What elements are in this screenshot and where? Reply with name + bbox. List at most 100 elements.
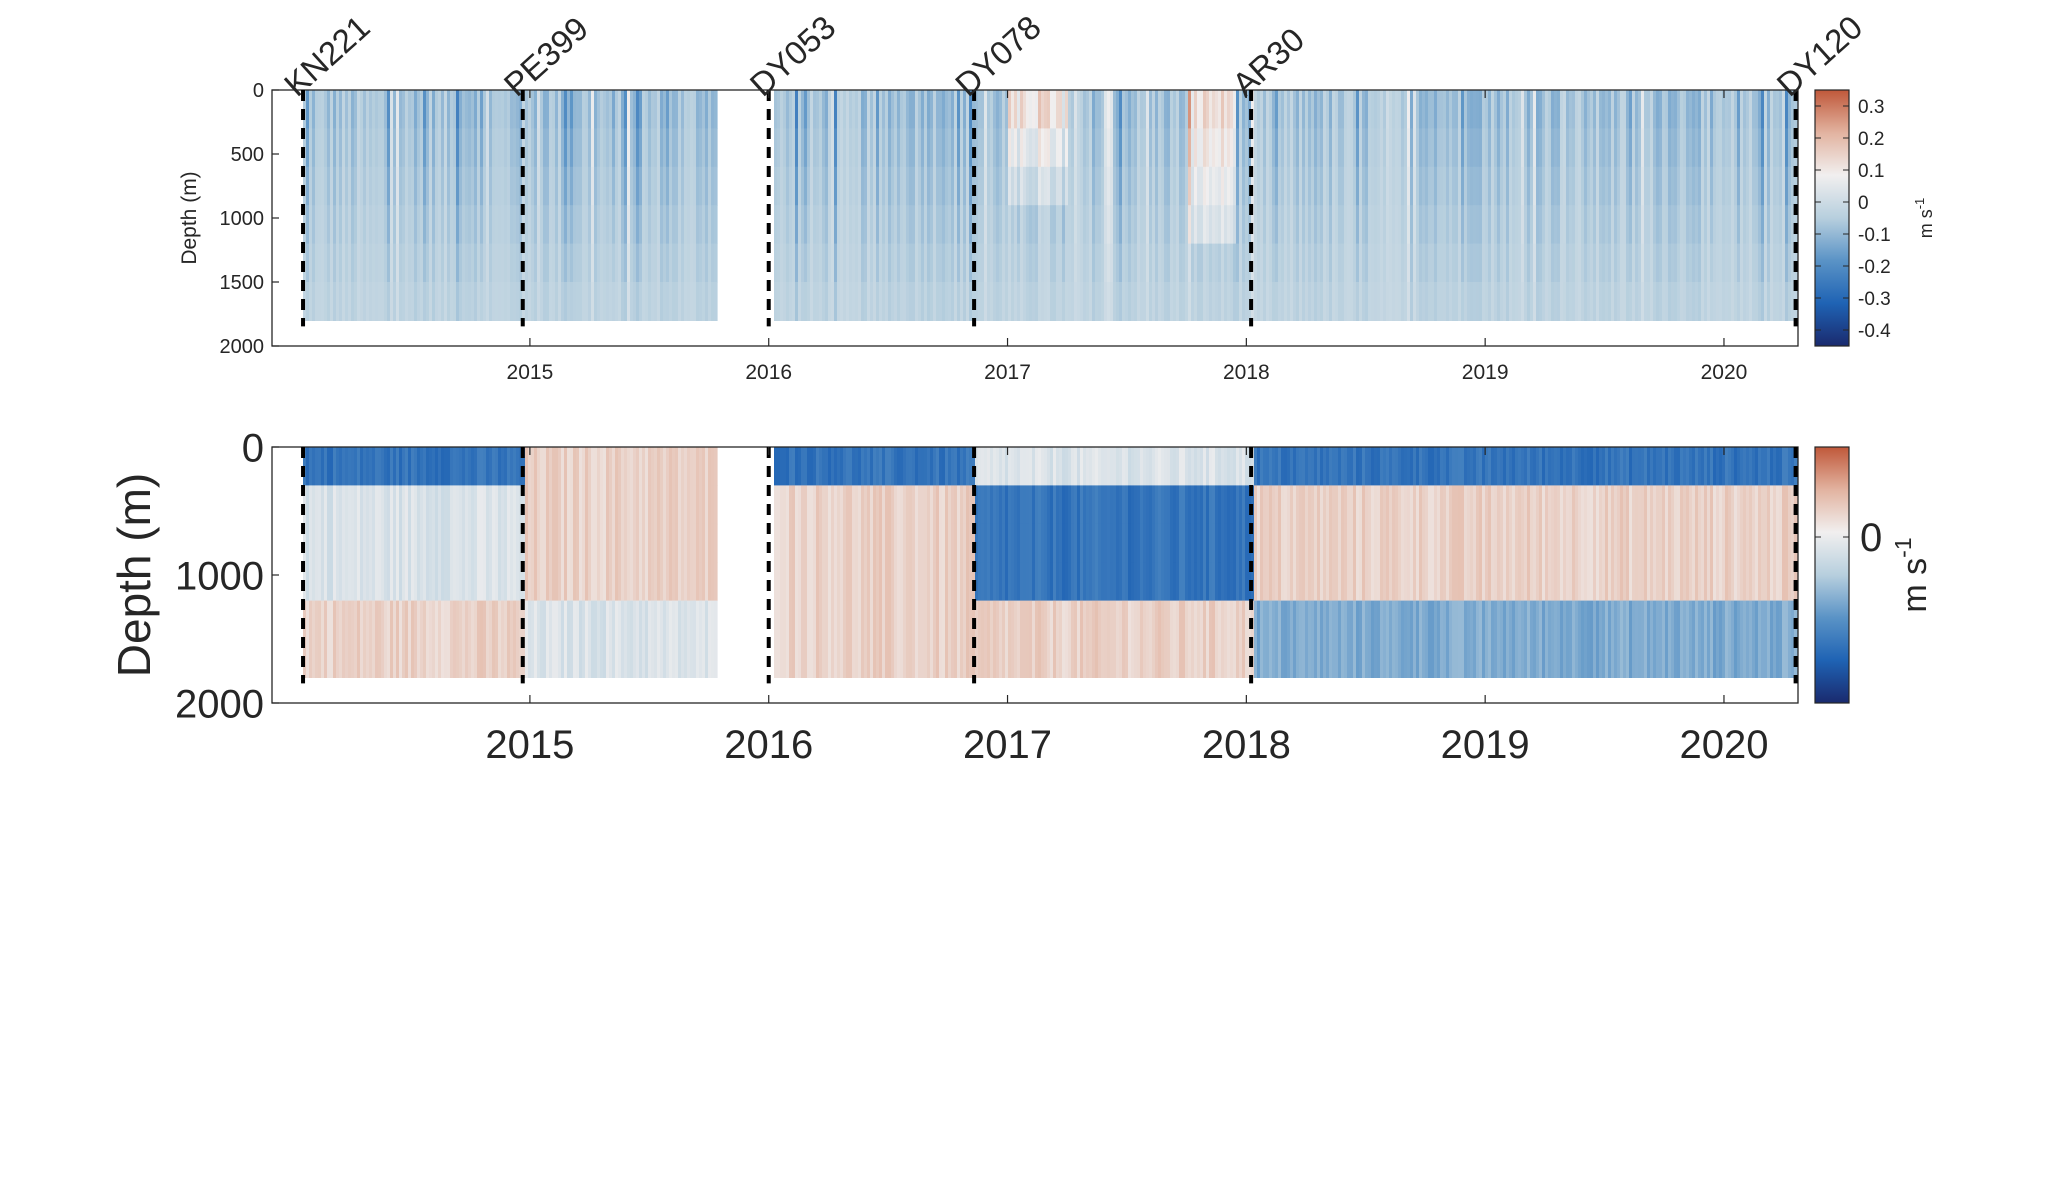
heatmap-cell [951,447,955,486]
heatmap-cell [792,600,796,640]
heatmap-cell [474,90,478,129]
heatmap-cell [1083,90,1087,129]
heatmap-cell [1302,128,1306,168]
heatmap-cell [1326,600,1330,640]
heatmap-cell [774,639,778,678]
heatmap-cell [1602,243,1606,283]
heatmap-cell [1107,205,1111,245]
heatmap-cell [1059,447,1063,486]
heatmap-cell [387,205,391,245]
heatmap-cell [831,562,835,602]
heatmap-cell [1233,282,1237,321]
heatmap-cell [969,485,973,525]
heatmap-cell [1179,600,1183,640]
heatmap-cell [852,639,856,678]
heatmap-cell [1695,282,1699,321]
heatmap-cell [399,485,403,525]
heatmap-cell [549,523,553,563]
heatmap-cell [1308,600,1312,640]
heatmap-cell [648,90,652,129]
heatmap-cell [897,447,901,486]
heatmap-cell [1491,243,1495,283]
heatmap-cell [495,205,499,245]
heatmap-cell [1215,562,1219,602]
heatmap-cell [1347,166,1351,206]
heatmap-cell [411,166,415,206]
heatmap-cell [1422,282,1426,321]
heatmap-cell [540,485,544,525]
heatmap-cell [1284,639,1288,678]
heatmap-cell [1092,243,1096,283]
heatmap-cell [471,562,475,602]
heatmap-cell [777,562,781,602]
heatmap-cell [468,205,472,245]
heatmap-cell [891,447,895,486]
heatmap-cell [681,600,685,640]
heatmap-cell [354,90,358,129]
heatmap-cell [657,282,661,321]
heatmap-cell [1200,90,1204,129]
heatmap-cell [675,447,679,486]
heatmap-cell [1701,166,1705,206]
heatmap-cell [1206,166,1210,206]
heatmap-cell [1179,639,1183,678]
heatmap-cell [882,205,886,245]
heatmap-cell [660,447,664,486]
heatmap-cell [1278,243,1282,283]
heatmap-cell [555,90,559,129]
heatmap-cell [798,205,802,245]
heatmap-cell [402,90,406,129]
heatmap-cell [1479,243,1483,283]
heatmap-cell [1254,90,1258,129]
heatmap-cell [675,600,679,640]
heatmap-cell [1362,205,1366,245]
heatmap-cell [831,166,835,206]
heatmap-cell [1686,282,1690,321]
heatmap-cell [1344,205,1348,245]
heatmap-cell [1668,243,1672,283]
heatmap-cell [624,166,628,206]
heatmap-cell [1578,243,1582,283]
heatmap-cell [354,447,358,486]
heatmap-cell [927,447,931,486]
heatmap-cell [849,205,853,245]
heatmap-cell [1101,282,1105,321]
heatmap-cell [1323,600,1327,640]
heatmap-cell [1008,562,1012,602]
heatmap-cell [1722,205,1726,245]
heatmap-cell [897,166,901,206]
heatmap-cell [789,600,793,640]
heatmap-cell [1584,205,1588,245]
heatmap-cell [1473,128,1477,168]
heatmap-cell [1074,485,1078,525]
heatmap-cell [690,562,694,602]
heatmap-cell [1236,166,1240,206]
heatmap-cell [1059,523,1063,563]
heatmap-cell [411,600,415,640]
heatmap-cell [1122,166,1126,206]
heatmap-cell [702,128,706,168]
heatmap-cell [1101,562,1105,602]
heatmap-cell [1257,447,1261,486]
heatmap-cell [1290,562,1294,602]
heatmap-cell [831,485,835,525]
heatmap-cell [921,639,925,678]
heatmap-cell [873,639,877,678]
heatmap-cell [309,562,313,602]
heatmap-cell [1320,447,1324,486]
heatmap-cell [369,523,373,563]
heatmap-cell [1143,600,1147,640]
heatmap-cell [1383,128,1387,168]
heatmap-cell [777,600,781,640]
heatmap-cell [774,562,778,602]
heatmap-cell [390,523,394,563]
heatmap-cell [579,166,583,206]
heatmap-cell [783,282,787,321]
heatmap-cell [1605,166,1609,206]
heatmap-cell [1122,639,1126,678]
heatmap-cell [636,485,640,525]
heatmap-cell [1263,600,1267,640]
heatmap-cell [690,128,694,168]
heatmap-cell [975,485,979,525]
heatmap-cell [873,243,877,283]
